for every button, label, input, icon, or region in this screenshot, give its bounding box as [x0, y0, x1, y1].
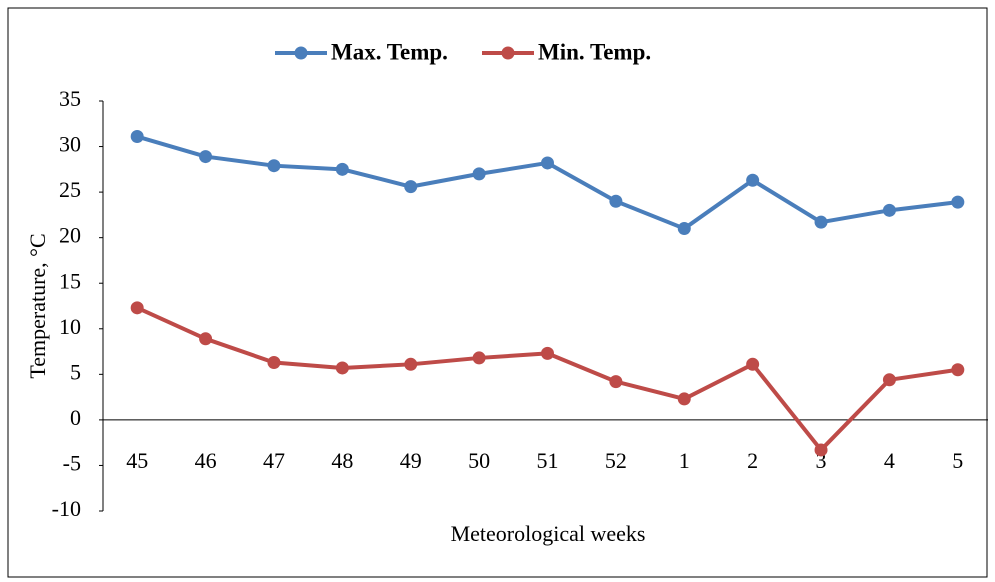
data-point [404, 357, 418, 371]
x-tick-label: 47 [263, 448, 285, 473]
y-tick-label: 15 [59, 268, 81, 293]
y-tick-label: 10 [59, 314, 81, 339]
x-tick-label: 51 [537, 448, 559, 473]
x-tick-label: 52 [605, 448, 627, 473]
legend-label: Min. Temp. [538, 39, 651, 64]
y-axis-title: Temperature, °C [25, 233, 50, 378]
data-point [199, 332, 213, 346]
data-point [472, 167, 486, 181]
y-tick-label: 30 [59, 132, 81, 157]
data-point [746, 173, 760, 187]
x-tick-label: 48 [331, 448, 353, 473]
data-point [677, 222, 691, 236]
data-point [951, 363, 965, 377]
data-point [335, 162, 349, 176]
data-point [814, 443, 828, 457]
data-point [814, 215, 828, 229]
data-point [882, 203, 896, 217]
x-tick-label: 50 [468, 448, 490, 473]
data-point [130, 301, 144, 315]
x-tick-label: 46 [195, 448, 217, 473]
legend-marker [294, 46, 308, 60]
x-tick-label: 1 [679, 448, 690, 473]
x-tick-label: 4 [884, 448, 895, 473]
data-point [677, 392, 691, 406]
y-tick-label: 25 [59, 177, 81, 202]
data-point [609, 375, 623, 389]
y-tick-label: 5 [70, 359, 81, 384]
data-point [404, 180, 418, 194]
y-tick-label: 0 [70, 405, 81, 430]
data-point [882, 373, 896, 387]
data-point [951, 195, 965, 209]
chart-frame [7, 7, 988, 578]
legend-label: Max. Temp. [331, 39, 448, 64]
x-tick-label: 49 [400, 448, 422, 473]
data-point [746, 357, 760, 371]
data-point [472, 351, 486, 365]
data-point [609, 194, 623, 208]
x-tick-label: 3 [816, 448, 827, 473]
y-tick-label: 20 [59, 223, 81, 248]
data-point [267, 159, 281, 173]
data-point [541, 156, 554, 170]
x-tick-label: 5 [952, 448, 963, 473]
y-tick-label: -5 [63, 450, 81, 475]
y-tick-label: -10 [52, 496, 81, 521]
data-point [335, 361, 349, 375]
x-axis-title: Meteorological weeks [451, 521, 646, 546]
y-tick-label: 35 [59, 86, 81, 111]
data-point [130, 130, 144, 144]
data-point [541, 346, 554, 360]
legend-marker [501, 46, 515, 60]
x-tick-label: 45 [126, 448, 148, 473]
data-point [199, 150, 213, 164]
data-point [267, 355, 281, 369]
x-tick-label: 2 [747, 448, 758, 473]
